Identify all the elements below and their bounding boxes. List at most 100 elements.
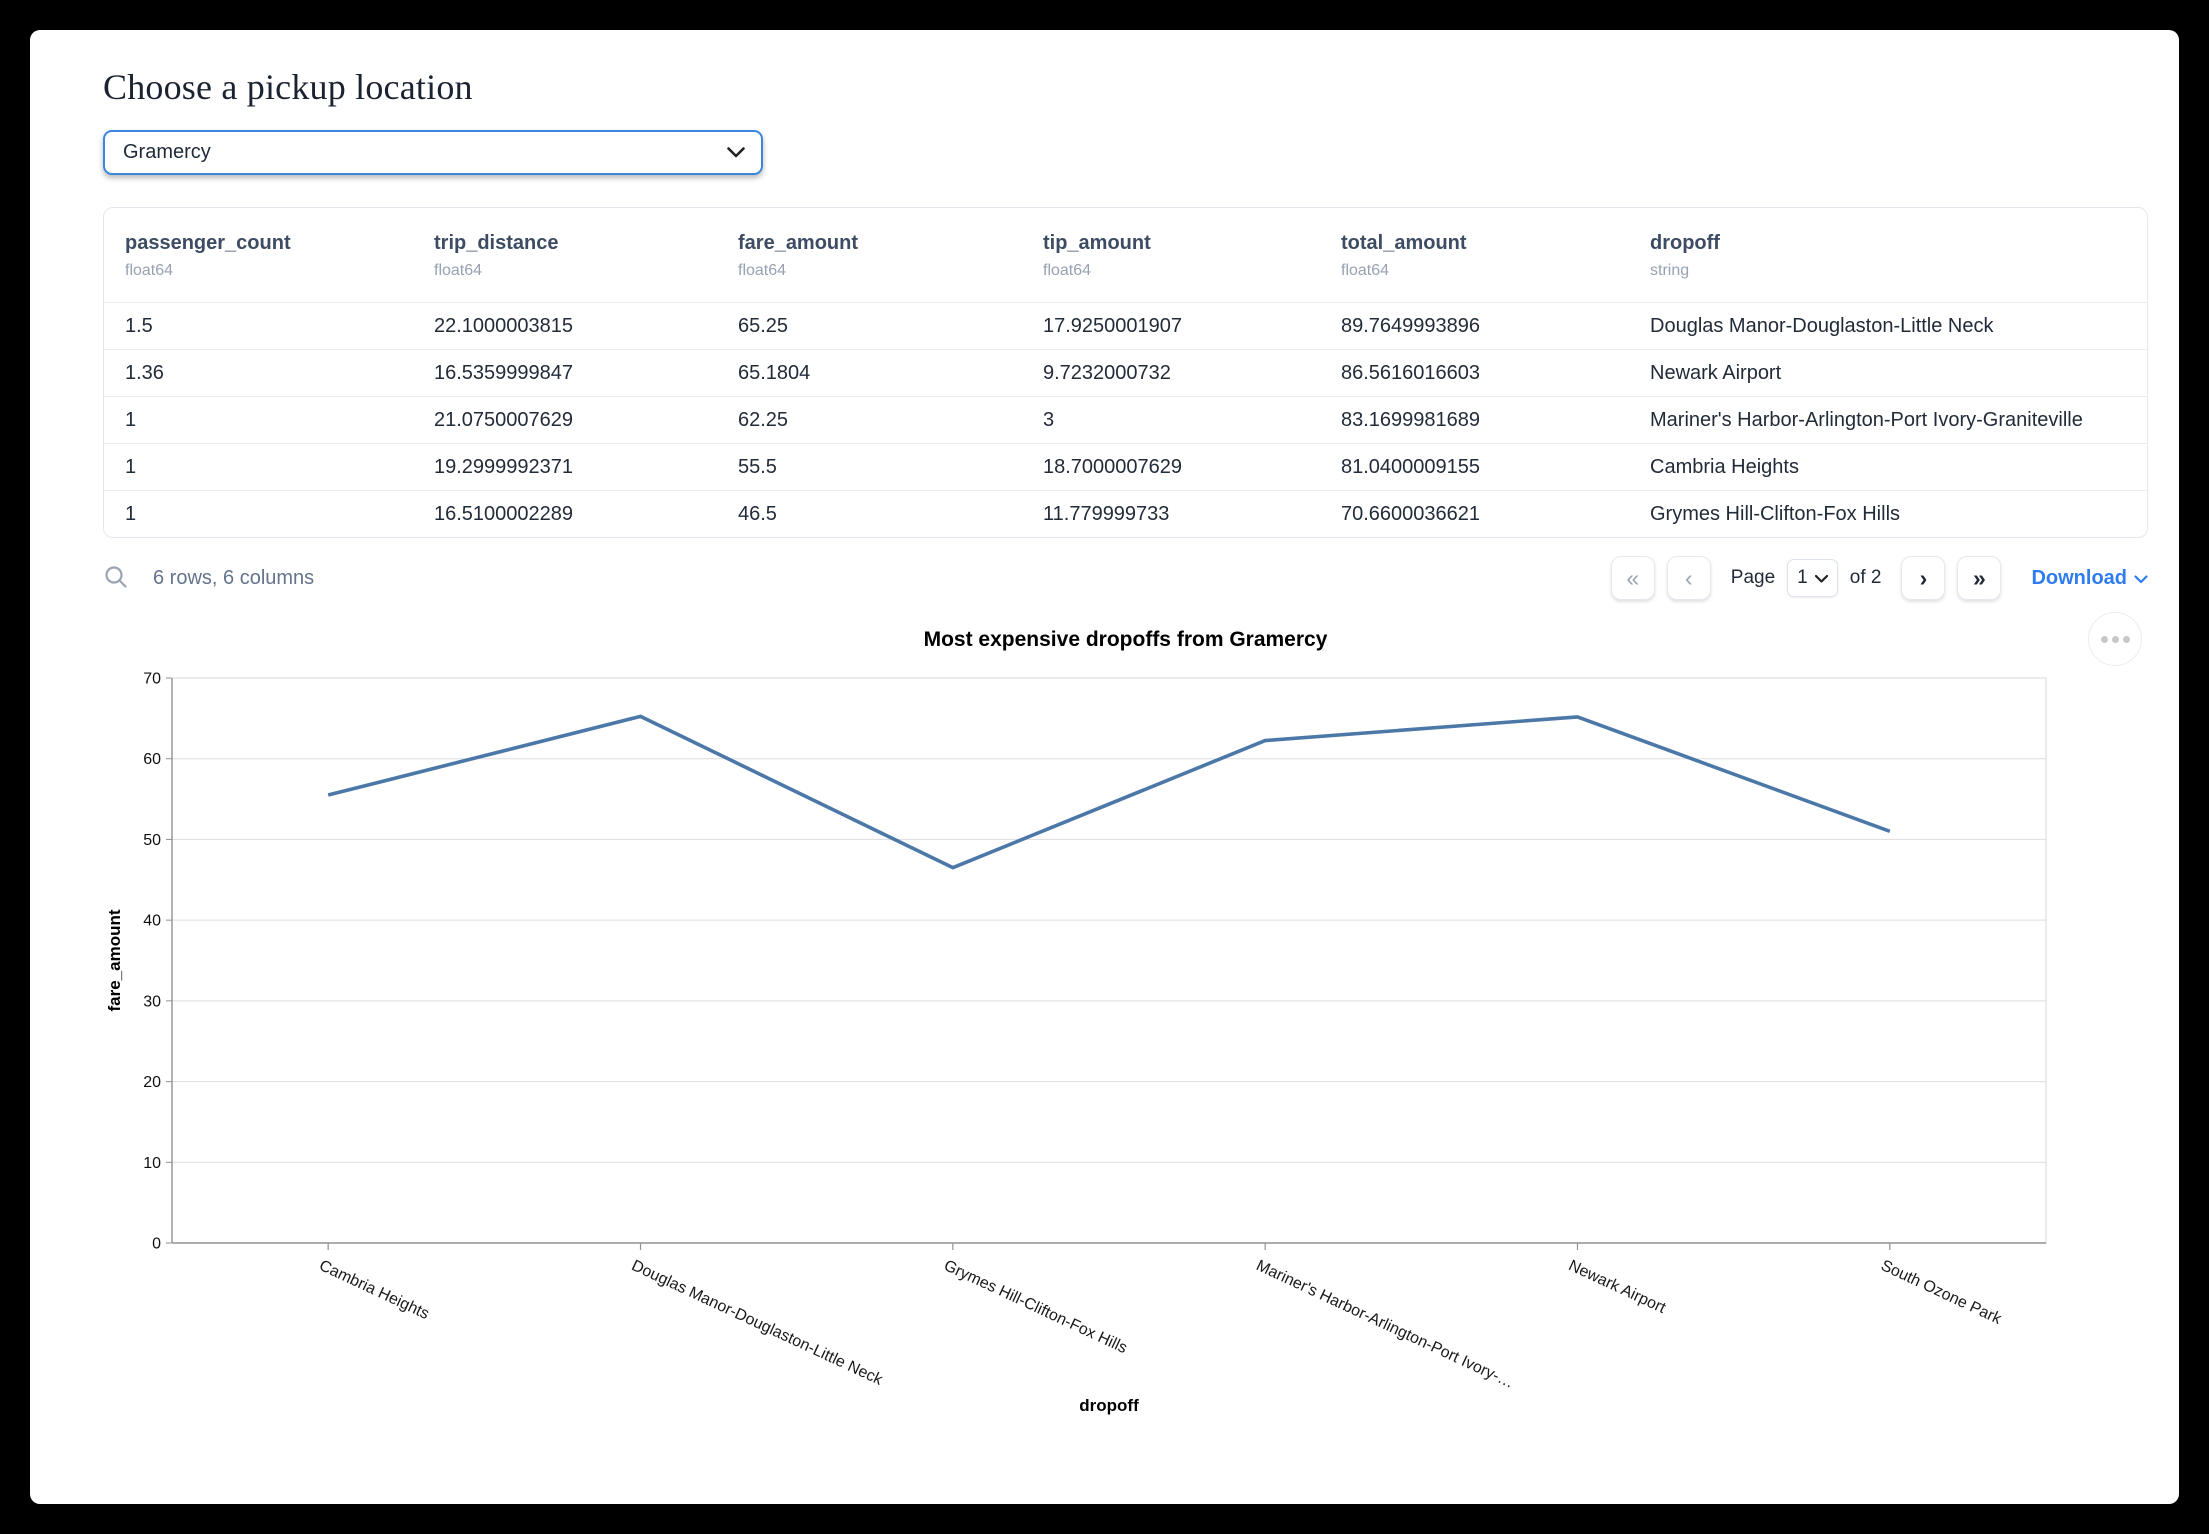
table-row[interactable]: 1.36 16.5359999847 65.1804 9.7232000732 86.5… bbox=[104, 349, 2147, 396]
x-tick-label: Cambria Heights bbox=[316, 1257, 431, 1323]
column-name: passenger_count bbox=[125, 232, 291, 254]
table-cell: 65.25 bbox=[738, 314, 789, 337]
table-cell: 11.779999733 bbox=[1043, 502, 1170, 525]
column-name: tip_amount bbox=[1043, 232, 1151, 254]
x-tick-label: Mariner's Harbor-Arlington-Port Ivory-… bbox=[1253, 1257, 1516, 1392]
download-label: Download bbox=[2031, 566, 2127, 589]
chevron-down-icon bbox=[2134, 567, 2148, 590]
x-tick-label: Douglas Manor-Douglaston-Little Neck bbox=[629, 1257, 886, 1389]
table-body: 1.5 22.1000003815 65.25 17.9250001907 89.764… bbox=[104, 302, 2147, 537]
table-cell: 18.7000007629 bbox=[1043, 455, 1183, 478]
table-cell: 21.0750007629 bbox=[434, 408, 574, 431]
ellipsis-icon bbox=[2100, 635, 2108, 643]
table-cell: 70.6600036621 bbox=[1341, 502, 1481, 525]
first-page-icon: « bbox=[1626, 564, 1640, 591]
column-header-passenger_count[interactable]: passenger_count float64 bbox=[125, 232, 434, 280]
table-cell: 1 bbox=[125, 455, 137, 478]
search-button[interactable] bbox=[103, 564, 129, 593]
page-count-label: of 2 bbox=[1849, 567, 1882, 588]
chart-canvas: 0 10 20 30 40 50 60 70 Cambria Heights Douglas Ma… bbox=[105, 671, 2047, 1415]
table-cell: Douglas Manor-Douglaston-Little Neck bbox=[1650, 314, 1994, 337]
column-header-tip_amount[interactable]: tip_amount float64 bbox=[1043, 232, 1341, 280]
y-tick-label: 30 bbox=[143, 993, 161, 1010]
chevron-down-icon bbox=[1814, 567, 1828, 589]
next-page-icon: › bbox=[1919, 564, 1928, 591]
column-type: float64 bbox=[434, 262, 483, 279]
first-page-button[interactable]: « bbox=[1610, 556, 1655, 600]
column-type: float64 bbox=[738, 262, 787, 279]
y-tick-label: 60 bbox=[143, 751, 161, 768]
table-cell: 9.7232000732 bbox=[1043, 361, 1171, 384]
table-cell: 1.5 bbox=[125, 314, 153, 337]
prev-page-icon: ‹ bbox=[1684, 564, 1693, 591]
table-cell: 16.5359999847 bbox=[434, 361, 574, 384]
y-tick-label: 20 bbox=[143, 1074, 161, 1091]
page-number-select[interactable]: 1 bbox=[1787, 559, 1838, 597]
x-tick-label: Newark Airport bbox=[1566, 1257, 1669, 1317]
page-title: Choose a pickup location bbox=[103, 67, 473, 107]
column-header-total_amount[interactable]: total_amount float64 bbox=[1341, 232, 1650, 280]
column-name: fare_amount bbox=[738, 232, 859, 254]
page-label: Page bbox=[1730, 567, 1776, 588]
table-row[interactable]: 1 21.0750007629 62.25 3 83.1699981689 Mariner… bbox=[104, 396, 2147, 443]
table-row[interactable]: 1 19.2999992371 55.5 18.7000007629 81.040000… bbox=[104, 443, 2147, 490]
column-type: float64 bbox=[125, 262, 174, 279]
y-tick-label: 70 bbox=[143, 671, 161, 688]
column-type: float64 bbox=[1043, 262, 1092, 279]
table-cell: 1 bbox=[125, 502, 137, 525]
table-cell: Cambria Heights bbox=[1650, 455, 1799, 478]
pickup-location-value: Gramercy bbox=[123, 141, 211, 163]
table-cell: 19.2999992371 bbox=[434, 455, 574, 478]
table-cell: 3 bbox=[1043, 408, 1055, 431]
table-cell: Mariner's Harbor-Arlington-Port Ivory-Gr… bbox=[1650, 408, 2083, 431]
column-type: float64 bbox=[1341, 262, 1390, 279]
page-number-value: 1 bbox=[1797, 567, 1808, 588]
chart-section: Most expensive dropoffs from Gramercy 0 1… bbox=[103, 612, 2148, 1443]
column-name: trip_distance bbox=[434, 232, 559, 254]
chevron-down-icon bbox=[727, 147, 745, 158]
last-page-icon: » bbox=[1973, 564, 1986, 591]
next-page-button[interactable]: › bbox=[1901, 556, 1946, 600]
table-cell: 46.5 bbox=[738, 502, 777, 525]
column-header-trip_distance[interactable]: trip_distance float64 bbox=[434, 232, 738, 280]
download-button[interactable]: Download bbox=[2031, 567, 2148, 590]
column-type: string bbox=[1650, 262, 1690, 279]
x-axis-title: dropoff bbox=[1079, 1396, 1139, 1415]
column-name: dropoff bbox=[1650, 232, 1720, 254]
table-summary: 6 rows, 6 columns bbox=[153, 566, 315, 589]
last-page-button[interactable]: » bbox=[1957, 556, 2002, 600]
table-cell: 1.36 bbox=[125, 361, 164, 384]
table-cell: 83.1699981689 bbox=[1341, 408, 1481, 431]
table-cell: 65.1804 bbox=[738, 361, 811, 384]
table-cell: 17.9250001907 bbox=[1043, 314, 1183, 337]
y-tick-label: 10 bbox=[143, 1155, 161, 1172]
table-cell: 1 bbox=[125, 408, 137, 431]
app-page: Choose a pickup location Gramercy passen… bbox=[30, 30, 2179, 1504]
pickup-location-select[interactable]: Gramercy bbox=[103, 130, 763, 175]
search-icon bbox=[103, 564, 129, 593]
table-cell: 62.25 bbox=[738, 408, 789, 431]
y-tick-label: 40 bbox=[143, 913, 161, 930]
table-cell: 89.7649993896 bbox=[1341, 314, 1481, 337]
prev-page-button[interactable]: ‹ bbox=[1666, 556, 1711, 600]
column-name: total_amount bbox=[1341, 232, 1467, 254]
table-cell: 86.5616016603 bbox=[1341, 361, 1481, 384]
table-cell: 22.1000003815 bbox=[434, 314, 574, 337]
chart-actions-menu-button[interactable] bbox=[2088, 612, 2142, 666]
fare-amount-line-series bbox=[327, 714, 1891, 870]
chart-title: Most expensive dropoffs from Gramercy bbox=[923, 628, 1328, 651]
table-cell: 81.0400009155 bbox=[1341, 455, 1481, 478]
x-tick-label: Grymes Hill-Clifton-Fox Hills bbox=[941, 1257, 1129, 1357]
table-row[interactable]: 1.5 22.1000003815 65.25 17.9250001907 89.764… bbox=[104, 302, 2147, 349]
column-header-dropoff[interactable]: dropoff string bbox=[1650, 232, 2147, 280]
table-cell: 55.5 bbox=[738, 455, 777, 478]
x-tick-label: South Ozone Park bbox=[1878, 1257, 2005, 1328]
y-tick-label: 0 bbox=[152, 1236, 161, 1253]
table-footer: 6 rows, 6 columns « ‹ Page 1 of 2 › » Do… bbox=[103, 556, 2148, 600]
table-cell: Newark Airport bbox=[1650, 361, 1782, 384]
table-row[interactable]: 1 16.5100002289 46.5 11.779999733 70.6600036… bbox=[104, 490, 2147, 537]
column-header-fare_amount[interactable]: fare_amount float64 bbox=[738, 232, 1043, 280]
line-chart: 0 10 20 30 40 50 60 70 Cambria Heights Douglas Ma… bbox=[103, 666, 2148, 1443]
